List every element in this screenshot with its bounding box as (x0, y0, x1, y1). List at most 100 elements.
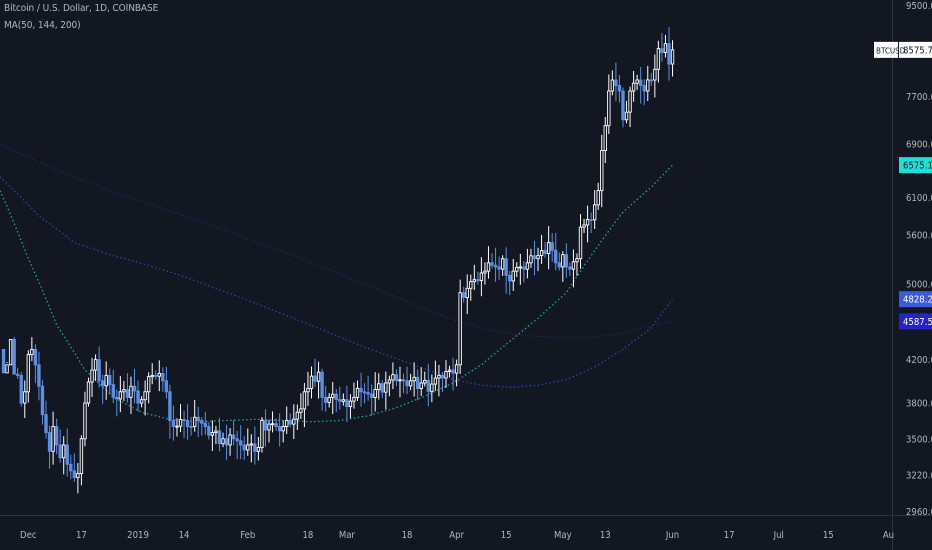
y-tick-label: 5600.00 (906, 230, 932, 241)
x-tick-label: 14 (179, 530, 190, 541)
candle (214, 430, 218, 434)
candle (277, 426, 282, 432)
candle (5, 364, 9, 374)
candle (338, 399, 342, 402)
candle (256, 447, 261, 452)
candle (26, 354, 31, 393)
candle (412, 376, 416, 382)
candle (249, 443, 254, 446)
candle (331, 393, 335, 398)
candle (585, 219, 590, 226)
candle (207, 426, 211, 436)
y-tick-label: 9500.00 (906, 1, 932, 12)
candle (323, 396, 328, 403)
candle (419, 382, 423, 390)
candle (486, 262, 491, 272)
candle (118, 391, 123, 400)
candle (437, 374, 441, 379)
candle (132, 385, 137, 392)
candle (415, 376, 420, 390)
candle (192, 416, 197, 427)
candle (285, 419, 289, 427)
candle (12, 338, 16, 375)
candle (479, 272, 484, 281)
candle (200, 420, 204, 424)
candle (525, 262, 530, 270)
candle (253, 443, 257, 452)
candle (447, 369, 452, 372)
candle (69, 463, 73, 472)
x-tick-label: 18 (402, 530, 413, 541)
candle (93, 359, 98, 371)
candle (44, 414, 48, 434)
candle (380, 383, 384, 393)
price-label-box (899, 291, 932, 308)
candle (670, 49, 675, 65)
price-label-box (899, 41, 932, 58)
candle (621, 90, 625, 121)
candle (76, 473, 80, 479)
price-label-value: 6575.11 (903, 161, 932, 172)
candle (490, 262, 494, 266)
price-label-value: 4587.59 (903, 317, 932, 328)
candle (522, 266, 526, 270)
candle (465, 287, 469, 298)
candle (483, 270, 487, 274)
candle (600, 150, 604, 192)
candle (426, 379, 430, 392)
candle (309, 375, 314, 389)
candle (86, 381, 91, 404)
candle (58, 444, 62, 459)
x-tick-label: Jun (665, 530, 679, 541)
candle (444, 371, 448, 379)
x-tick-label: 15 (501, 530, 512, 541)
candle (497, 266, 501, 270)
candle (175, 425, 179, 428)
candle (246, 444, 250, 451)
candle (649, 79, 653, 82)
y-tick-label: 6900.00 (906, 140, 932, 151)
candle (568, 266, 572, 270)
candle (631, 82, 636, 92)
x-tick-label: 13 (600, 530, 611, 541)
candle (111, 384, 115, 398)
candle (362, 391, 367, 394)
candle (589, 219, 593, 222)
candle (65, 444, 69, 465)
candle (40, 385, 45, 416)
candle (136, 390, 140, 404)
candle (129, 385, 133, 398)
candle (348, 400, 353, 408)
candle (394, 374, 399, 382)
candle (157, 372, 161, 377)
candle (122, 389, 126, 393)
price-label-ma200: 4587.59 (899, 313, 932, 330)
x-tick-label: Au (883, 530, 894, 541)
candle (228, 434, 232, 446)
candle (327, 396, 331, 403)
candle (554, 249, 558, 264)
candle (373, 389, 377, 398)
candle (189, 426, 193, 428)
candle (320, 371, 324, 398)
candle (345, 399, 349, 408)
candle (638, 79, 643, 86)
candle (646, 79, 650, 92)
candle (171, 420, 176, 427)
candle (653, 68, 657, 81)
candle (299, 408, 303, 413)
candle (610, 79, 615, 92)
x-tick-label: Dec (20, 530, 37, 541)
candle (274, 423, 278, 427)
candle (384, 382, 388, 393)
candle (313, 375, 317, 382)
candle (401, 379, 406, 382)
candle (557, 262, 561, 268)
candle (472, 279, 477, 283)
indicator-legend[interactable]: MA(50, 144, 200) (4, 20, 81, 31)
candle (592, 204, 597, 221)
candle (430, 383, 434, 392)
candle (518, 266, 523, 269)
